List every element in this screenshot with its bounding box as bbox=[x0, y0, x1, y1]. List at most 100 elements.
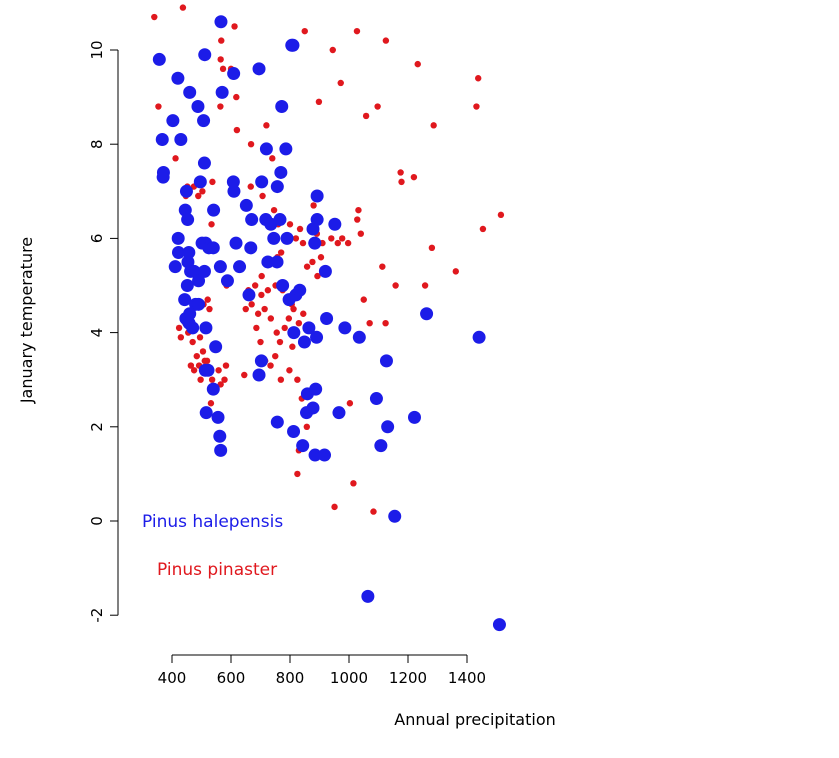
pinaster-point bbox=[329, 46, 336, 54]
halepensis-point bbox=[306, 401, 320, 415]
pinaster-point bbox=[273, 329, 280, 336]
pinaster-point bbox=[346, 400, 354, 407]
pinaster-point bbox=[261, 305, 268, 313]
halepensis-point bbox=[211, 410, 225, 424]
pinaster-point bbox=[222, 362, 230, 369]
pinaster-point bbox=[179, 4, 187, 11]
halepensis-point bbox=[369, 392, 383, 406]
pinaster-point bbox=[201, 357, 208, 365]
halepensis-point bbox=[252, 62, 266, 76]
halepensis-point bbox=[181, 213, 195, 227]
pinaster-point bbox=[189, 338, 196, 346]
halepensis-point bbox=[242, 288, 256, 302]
pinaster-point bbox=[301, 27, 308, 35]
pinaster-point bbox=[269, 155, 276, 162]
pinaster-point bbox=[355, 206, 362, 214]
pinaster-point bbox=[195, 192, 202, 200]
pinaster-point bbox=[258, 291, 265, 299]
pinaster-point bbox=[208, 221, 215, 228]
halepensis-point bbox=[287, 425, 301, 439]
halepensis-point bbox=[180, 279, 194, 292]
pinaster-point bbox=[294, 470, 301, 478]
halepensis-point bbox=[273, 213, 287, 227]
series-pinus-halepensis bbox=[152, 15, 506, 632]
axes: 400 600 800 1000 1200 1400 -2 0 2 4 6 8 10 bbox=[88, 40, 486, 687]
pinaster-point bbox=[300, 310, 307, 317]
pinaster-point bbox=[217, 381, 224, 388]
pinaster-point bbox=[398, 178, 405, 186]
halepensis-point bbox=[352, 330, 366, 344]
pinaster-point bbox=[248, 301, 255, 308]
halepensis-point bbox=[379, 354, 393, 368]
halepensis-point bbox=[226, 175, 240, 189]
y-tick-label: 8 bbox=[88, 139, 106, 149]
halepensis-point bbox=[199, 321, 213, 335]
y-tick-label: 6 bbox=[88, 234, 106, 244]
halepensis-point bbox=[174, 132, 188, 146]
halepensis-point bbox=[214, 15, 228, 29]
halepensis-point bbox=[270, 415, 284, 429]
y-tick-label: 2 bbox=[88, 422, 106, 432]
pinaster-point bbox=[362, 112, 370, 120]
pinaster-point bbox=[473, 103, 480, 110]
halepensis-point bbox=[261, 255, 275, 269]
pinaster-point bbox=[242, 305, 249, 313]
pinaster-point bbox=[286, 221, 294, 228]
pinaster-point bbox=[299, 239, 307, 247]
x-tick-label: 1200 bbox=[389, 669, 427, 687]
halepensis-point bbox=[156, 165, 170, 179]
halepensis-point bbox=[193, 175, 207, 189]
series-pinus-pinaster bbox=[151, 4, 505, 515]
halepensis-point bbox=[420, 307, 434, 321]
halepensis-point bbox=[179, 184, 193, 198]
pinaster-point bbox=[303, 423, 311, 430]
pinaster-point bbox=[452, 268, 459, 275]
halepensis-point bbox=[361, 589, 375, 603]
halepensis-point bbox=[328, 217, 342, 231]
pinaster-point bbox=[475, 75, 482, 82]
pinaster-point bbox=[414, 60, 421, 68]
pinaster-point bbox=[155, 103, 162, 110]
halepensis-point bbox=[254, 354, 268, 368]
halepensis-point bbox=[197, 264, 211, 278]
pinaster-point bbox=[497, 211, 505, 219]
halepensis-point bbox=[286, 38, 300, 52]
pinaster-point bbox=[267, 362, 274, 369]
halepensis-point bbox=[182, 246, 196, 260]
halepensis-point bbox=[318, 448, 332, 462]
pinaster-point bbox=[221, 376, 228, 383]
halepensis-point bbox=[252, 368, 266, 382]
halepensis-point bbox=[152, 52, 166, 66]
pinaster-point bbox=[292, 235, 300, 242]
halepensis-point bbox=[227, 67, 241, 81]
halepensis-point bbox=[198, 48, 212, 62]
halepensis-point bbox=[213, 429, 227, 443]
halepensis-point bbox=[206, 241, 220, 255]
halepensis-point bbox=[275, 100, 289, 114]
pinaster-point bbox=[294, 376, 301, 383]
halepensis-point bbox=[310, 330, 324, 344]
pinaster-point bbox=[208, 376, 216, 383]
pinaster-point bbox=[151, 13, 158, 21]
pinaster-point bbox=[370, 508, 377, 515]
halepensis-point bbox=[492, 618, 506, 632]
pinaster-point bbox=[410, 173, 418, 181]
pinaster-point bbox=[233, 93, 240, 101]
pinaster-point bbox=[257, 338, 264, 346]
pinaster-point bbox=[382, 37, 390, 44]
halepensis-point bbox=[183, 85, 197, 99]
pinaster-point bbox=[328, 235, 335, 242]
pinaster-point bbox=[289, 343, 296, 350]
pinaster-point bbox=[187, 362, 195, 369]
pinaster-point bbox=[217, 103, 224, 110]
pinaster-point bbox=[382, 319, 389, 327]
pinaster-point bbox=[241, 371, 248, 379]
pinaster-point bbox=[204, 296, 211, 303]
pinaster-point bbox=[193, 352, 200, 360]
pinaster-point bbox=[251, 282, 259, 289]
halepensis-point bbox=[310, 213, 324, 227]
halepensis-point bbox=[270, 180, 284, 194]
pinaster-point bbox=[354, 216, 361, 223]
pinaster-point bbox=[264, 287, 272, 294]
legend-label-pinaster: Pinus pinaster bbox=[157, 560, 277, 580]
